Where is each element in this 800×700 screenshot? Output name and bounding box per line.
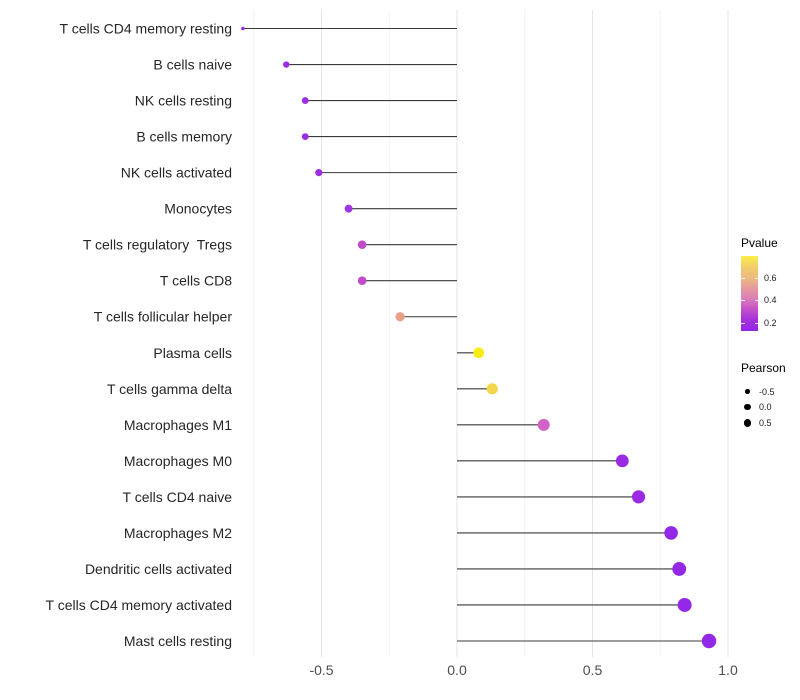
pvalue-legend-title: Pvalue (741, 236, 778, 250)
y-axis-label: T cells gamma delta (107, 381, 232, 397)
colorbar-tick (741, 277, 745, 279)
pearson-legend-label: -0.5 (759, 386, 775, 397)
pearson-legend-label: 0.0 (759, 402, 772, 413)
colorbar-tick (754, 322, 758, 324)
colorbar-tick-label: 0.4 (764, 295, 777, 306)
x-axis-tick-label: 0.5 (583, 662, 603, 678)
y-axis-label: T cells CD4 naive (123, 489, 233, 505)
y-axis-label: Macrophages M2 (124, 525, 232, 541)
lollipop-dot (344, 204, 353, 213)
pearson-legend-item: 0.5 (741, 415, 786, 431)
colorbar-tick (754, 277, 758, 279)
pvalue-colorbar: 0.6 0.4 0.2 (741, 256, 777, 331)
y-axis-label: Monocytes (164, 201, 232, 217)
y-axis-label: B cells memory (136, 129, 232, 145)
lollipop-dot (486, 383, 498, 395)
colorbar-tick (741, 322, 745, 324)
colorbar-tick-label: 0.2 (764, 317, 777, 328)
legend-dot-large (743, 418, 752, 427)
legend-dot-wrap (741, 389, 754, 395)
colorbar-tick (741, 300, 745, 302)
colorbar-tick-label: 0.6 (764, 272, 777, 283)
x-axis-tick-label: 0.0 (447, 662, 467, 678)
legend-dot-small (745, 389, 750, 395)
legend-dot-medium (744, 404, 751, 411)
pvalue-color-legend: Pvalue 0.6 0.4 0.2 (741, 236, 778, 331)
y-axis-label: Macrophages M0 (124, 453, 232, 469)
x-axis-tick-label: -0.5 (309, 662, 333, 678)
lollipop-dot (677, 597, 692, 612)
lollipop-dot (473, 347, 485, 359)
lollipop-dot (357, 240, 367, 249)
x-axis-tick-label: 1.0 (718, 662, 738, 678)
lollipop-dot (315, 169, 323, 177)
pearson-size-legend: Pearson -0.5 0.0 0.5 (741, 361, 786, 431)
y-axis-label: T cells CD4 memory resting (60, 21, 232, 37)
y-axis-label: T cells regulatory Tregs (83, 237, 232, 253)
lollipop-dot (301, 133, 309, 140)
pearson-legend-title: Pearson (741, 361, 786, 375)
y-axis-label: Mast cells resting (124, 633, 232, 649)
legend-dot-wrap (741, 418, 754, 427)
y-axis-label: B cells naive (153, 57, 232, 73)
legend-dot-wrap (741, 404, 754, 411)
y-axis-label: Macrophages M1 (124, 417, 232, 433)
colorbar-tick (754, 300, 758, 302)
lollipop-dot (301, 97, 309, 104)
y-axis-label: NK cells resting (135, 93, 232, 109)
lollipop-dot (537, 418, 550, 431)
pearson-legend-item: 0.0 (741, 400, 786, 416)
lollipop-dot (664, 526, 678, 540)
lollipop-dot (357, 276, 367, 286)
y-axis-label: T cells CD4 memory activated (46, 597, 232, 613)
lollipop-dot (631, 490, 646, 504)
y-axis-label: NK cells activated (121, 165, 232, 181)
y-axis-label: Plasma cells (153, 345, 232, 361)
y-axis-label: T cells follicular helper (94, 309, 233, 325)
pvalue-colorbar-gradient (741, 256, 758, 331)
lollipop-dot (283, 61, 290, 68)
y-axis-label: T cells CD8 (160, 273, 232, 289)
pearson-legend-item: -0.5 (741, 384, 786, 400)
pearson-legend-label: 0.5 (759, 417, 772, 428)
lollipop-dot (241, 26, 245, 31)
lollipop-dot (701, 633, 717, 649)
y-axis-label: Dendritic cells activated (85, 561, 232, 577)
lollipop-dot (395, 312, 405, 322)
lollipop-dot (615, 454, 629, 468)
lollipop-dot (672, 562, 687, 576)
